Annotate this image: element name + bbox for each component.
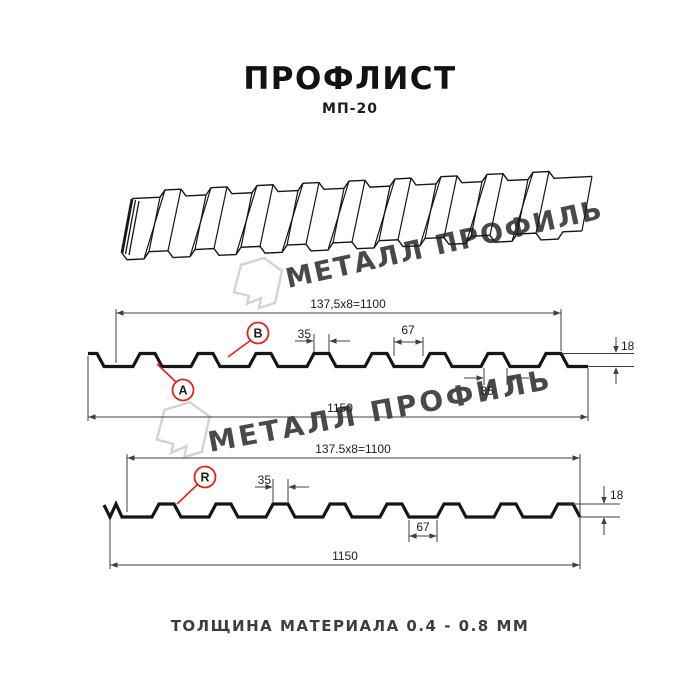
arrowhead-left: [88, 414, 96, 420]
label-a-leader-line: [156, 363, 177, 383]
arrowhead-left: [110, 562, 118, 568]
label-r-circle: [193, 465, 217, 489]
profile-model-subtitle: МП-20: [322, 101, 378, 117]
rib-slope-edge: [397, 178, 412, 240]
section1-valley-width-label: 67: [401, 323, 415, 337]
metall-profil-logo: [155, 400, 211, 459]
section1-rib-base-width-label: 35: [480, 384, 494, 398]
rib-slope-edge: [535, 171, 550, 234]
arrowhead-left: [394, 339, 402, 345]
arrowhead-left: [507, 375, 515, 381]
arrowhead-left: [127, 455, 135, 461]
watermark-layer: МЕТАЛЛ ПРОФИЛЬ МЕТАЛЛ ПРОФИЛЬ: [155, 194, 606, 459]
rib-slope-edge: [327, 180, 350, 251]
arrowhead-down: [613, 346, 619, 353]
section2-valley-width-label: 67: [416, 520, 430, 534]
rib-slope-edge: [189, 187, 212, 257]
rib-slope-edge: [489, 173, 504, 236]
section2-working-width-label: 137.5x8=1100: [315, 442, 391, 456]
arrowhead-left: [329, 338, 337, 344]
rib-slope-edge: [511, 172, 534, 242]
rib-slope-edge: [213, 186, 228, 249]
profile-outline-side-ab: [88, 351, 588, 369]
label-b-leader-line: [227, 339, 252, 358]
label-a-circle: [171, 378, 195, 402]
metall-profil-logo: [232, 256, 284, 310]
arrowhead-up: [601, 517, 607, 524]
section2-total-width-label: 1150: [332, 549, 358, 563]
label-r-letter: R: [200, 471, 209, 485]
arrowhead-right: [306, 338, 314, 344]
section1-height-label: 18: [621, 339, 635, 353]
arrowhead-right: [553, 310, 561, 316]
arrowhead-right: [415, 339, 423, 345]
section1-working-width-label: 137,5x8=1100: [310, 297, 386, 311]
arrowhead-right: [265, 484, 273, 490]
page-title: ПРОФЛИСТ: [243, 61, 456, 97]
section1-rib-top-width-label: 35: [298, 327, 312, 341]
rib-slope-edge: [465, 174, 488, 244]
arrowhead-left: [288, 484, 296, 490]
rib-slope-edge: [167, 189, 182, 251]
arrowhead-down: [601, 497, 607, 504]
rib-slope-edge: [305, 182, 320, 245]
rib-slope-edge: [259, 184, 274, 247]
label-r-leader-line: [176, 483, 199, 505]
arrowhead-right: [572, 562, 580, 568]
sheet-3d-perspective-drawing: [120, 170, 593, 261]
cross-section-side-r: 137.5x8=1100 35 67 18 1150 R: [102, 442, 624, 569]
sheet-left-cut-edge: [124, 199, 137, 255]
rib-slope-edge: [281, 183, 304, 253]
label-b-letter: B: [253, 327, 262, 341]
rib-slope-edge: [351, 180, 366, 243]
section1-generated-graphics: [87, 309, 634, 421]
rib-slope-edge: [443, 175, 458, 238]
profile-outline-side-r: [102, 500, 582, 521]
arrowhead-right: [476, 375, 484, 381]
section2-height-label: 18: [610, 488, 624, 502]
rib-slope-edge: [235, 185, 258, 255]
arrowhead-right: [429, 533, 437, 539]
section1-total-width-label: 1150: [327, 401, 353, 415]
rib-slope-edge: [373, 178, 396, 249]
arrowhead-up: [613, 367, 619, 374]
arrowhead-left: [116, 310, 124, 316]
sheet-left-cut-edge: [120, 198, 134, 254]
arrowhead-right: [572, 455, 580, 461]
section2-generated-graphics: [102, 454, 620, 569]
rib-slope-edge: [143, 189, 166, 260]
section2-rib-top-width-label: 35: [258, 473, 272, 487]
sheet-right-cut-edge: [581, 176, 593, 232]
arrowhead-right: [580, 414, 588, 420]
sheet-left-cut-edge: [128, 200, 140, 256]
label-a-letter: A: [178, 384, 187, 398]
material-thickness-note: ТОЛЩИНА МАТЕРИАЛА 0.4 - 0.8 ММ: [171, 617, 530, 635]
label-b-circle: [246, 321, 270, 345]
cross-section-side-ab: 137,5x8=1100 35 67 35 18 1150 A B: [87, 297, 635, 421]
arrowhead-left: [409, 533, 417, 539]
rib-slope-edge: [419, 176, 442, 246]
